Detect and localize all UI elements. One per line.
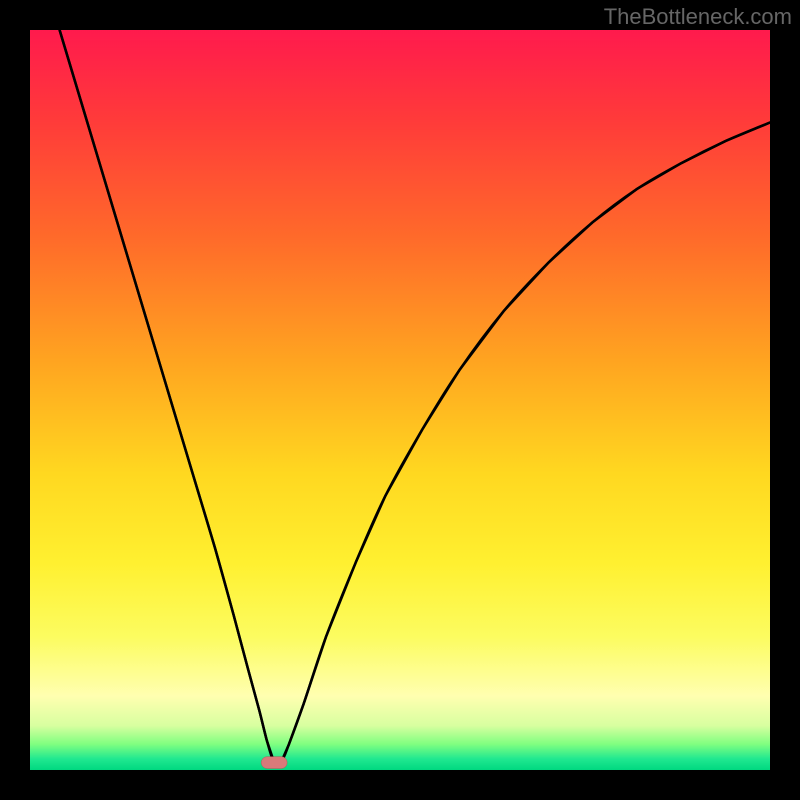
- bottleneck-chart: [0, 0, 800, 800]
- watermark-text: TheBottleneck.com: [604, 4, 792, 30]
- chart-container: TheBottleneck.com: [0, 0, 800, 800]
- optimal-marker: [261, 757, 287, 769]
- plot-area: [30, 30, 770, 770]
